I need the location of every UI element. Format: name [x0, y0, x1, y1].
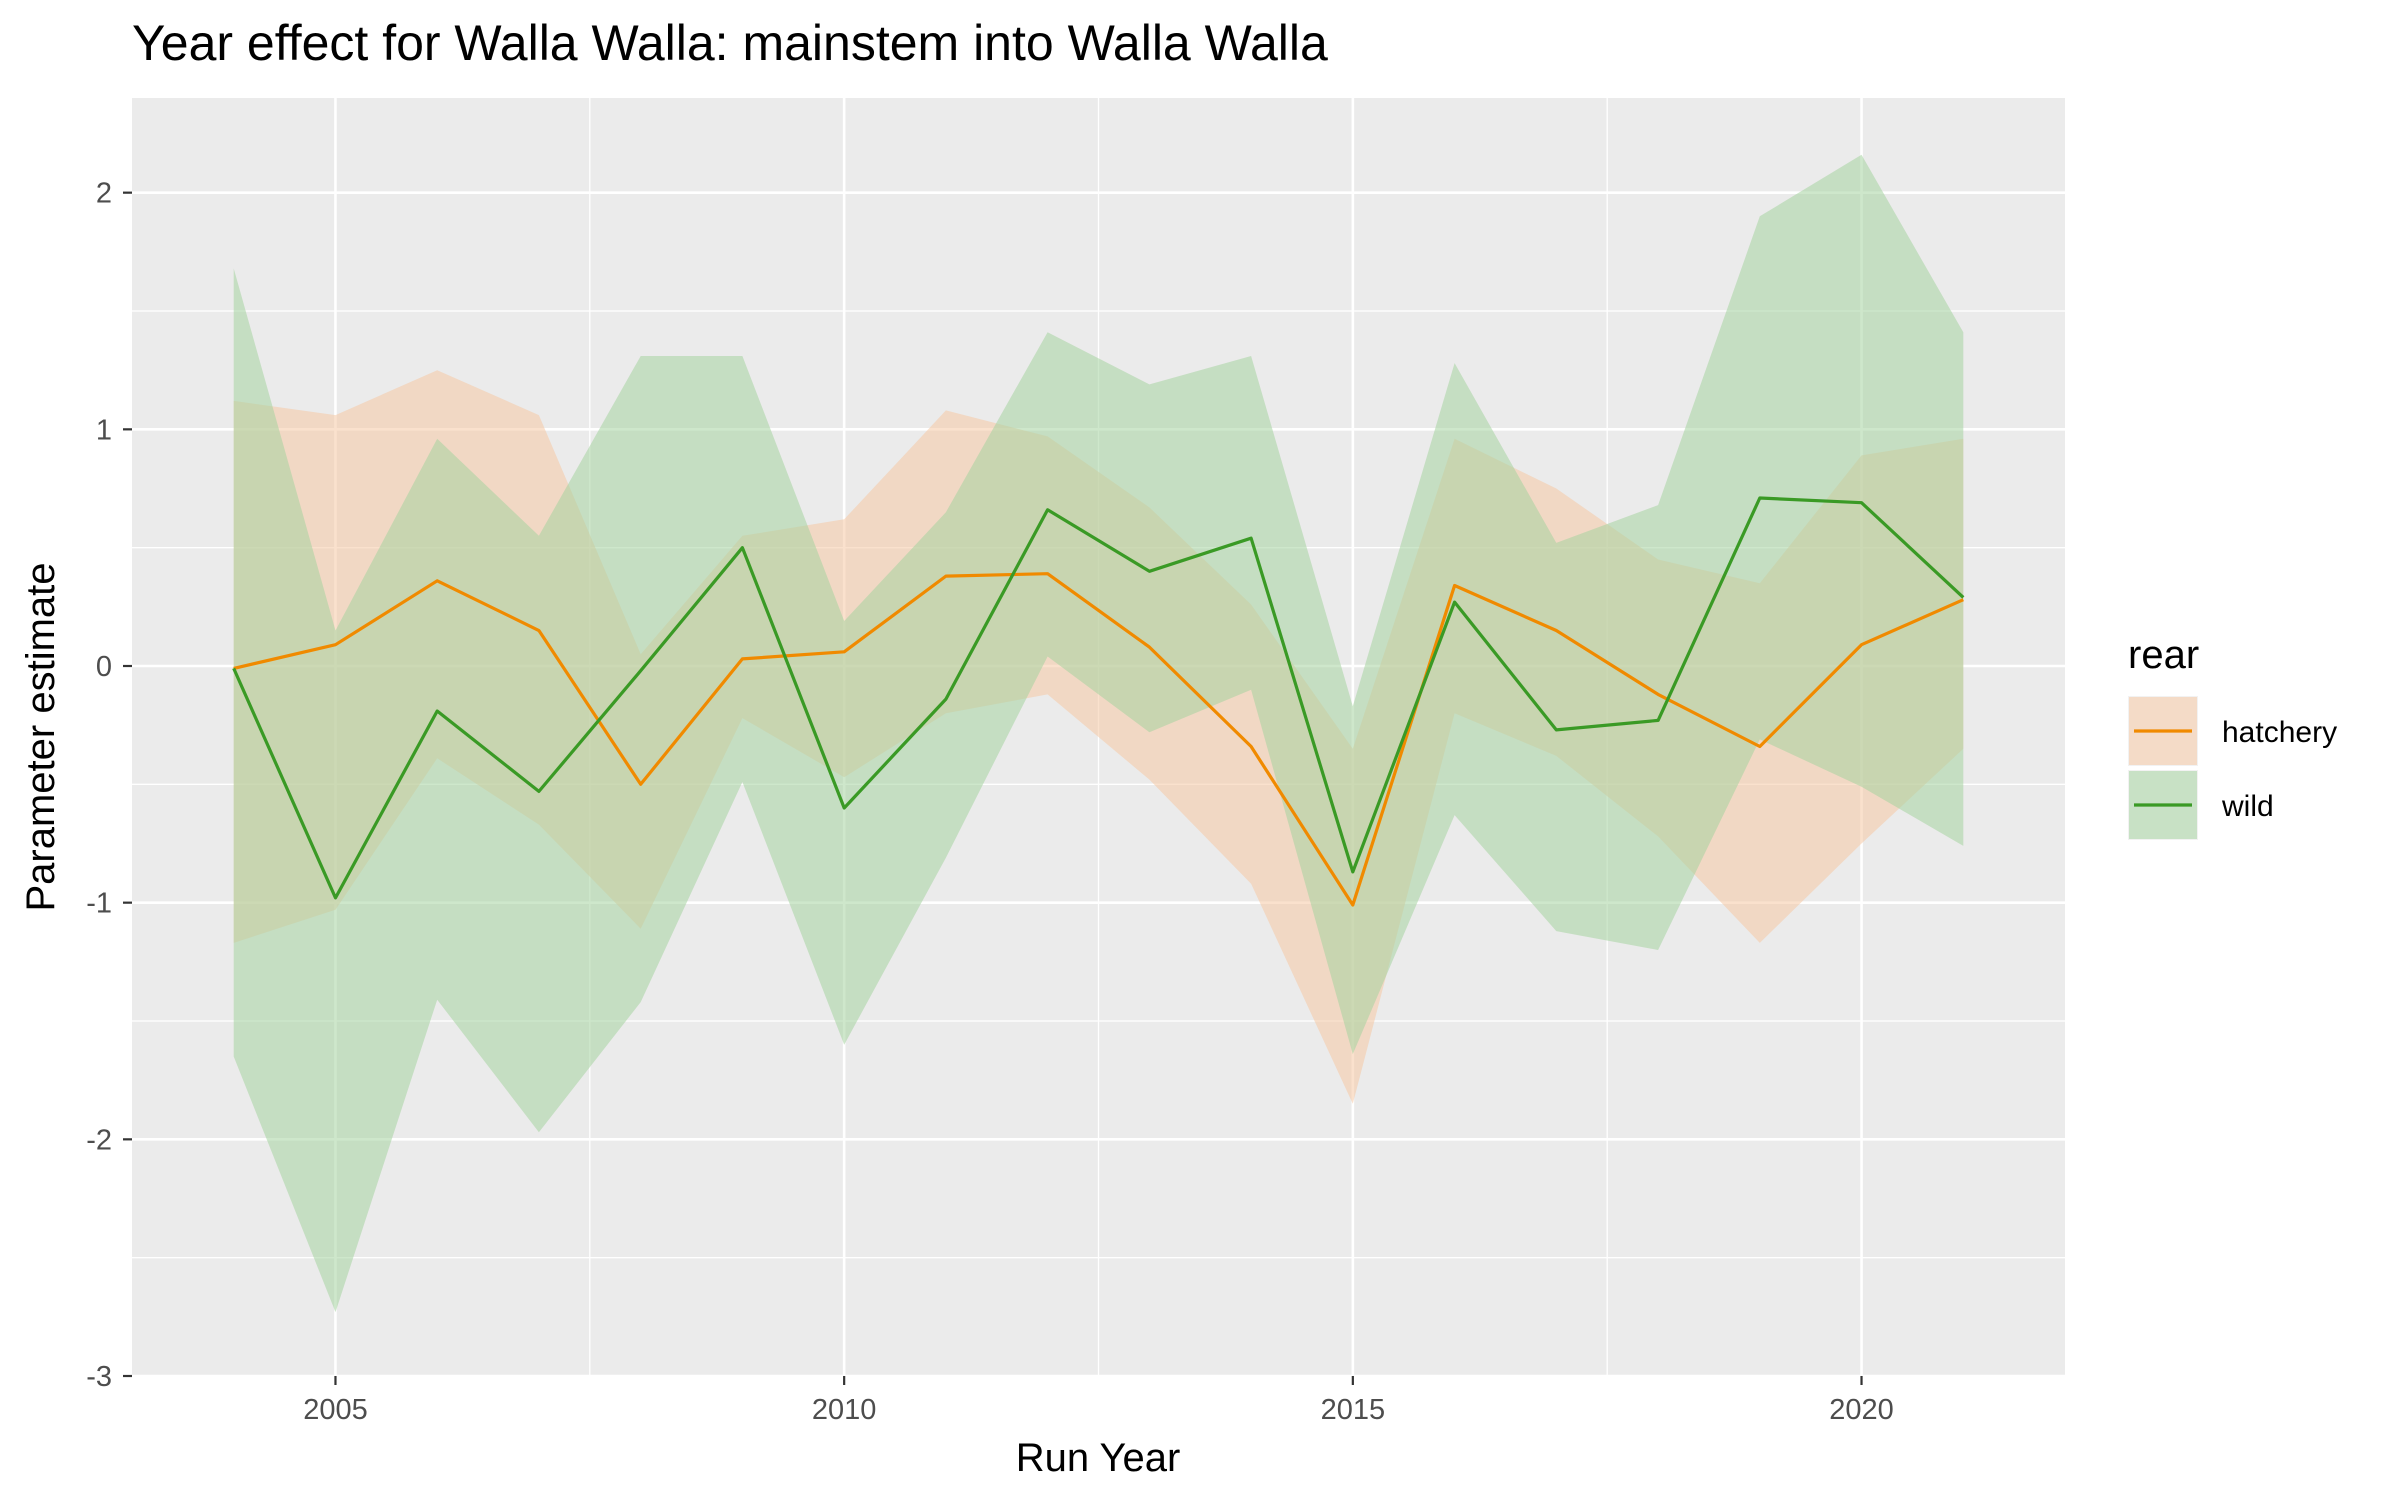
y-tick-label: 2: [96, 178, 112, 210]
x-axis: 2005 2010 2015 2020: [303, 1376, 1894, 1426]
y-axis-title: Parameter estimate: [19, 562, 63, 911]
y-axis: -3 -2 -1 0 1 2: [86, 178, 132, 1393]
legend-label-wild: wild: [2221, 790, 2274, 823]
y-tick-label: -3: [86, 1361, 112, 1393]
x-tick-label: 2005: [303, 1394, 368, 1426]
series-lines: [232, 496, 1965, 907]
y-tick-label: -1: [86, 888, 112, 920]
ribbon-wild: [233, 154, 1964, 1313]
x-tick-label: 2010: [812, 1394, 877, 1426]
line-wild: [232, 496, 1965, 900]
y-tick-label: 1: [96, 414, 112, 446]
legend: rear hatchery wild: [2128, 633, 2337, 840]
chart-title: Year effect for Walla Walla: mainstem in…: [132, 15, 1328, 71]
line-hatchery: [233, 572, 1964, 907]
x-tick-label: 2015: [1321, 1394, 1386, 1426]
x-axis-title: Run Year: [1016, 1436, 1181, 1480]
legend-label-hatchery: hatchery: [2222, 716, 2337, 749]
confidence-ribbons: [233, 154, 1964, 1313]
x-tick-label: 2020: [1829, 1394, 1894, 1426]
legend-title: rear: [2128, 633, 2199, 677]
y-tick-label: 0: [96, 651, 112, 683]
legend-items: hatchery wild: [2128, 696, 2337, 840]
y-tick-label: -2: [86, 1124, 112, 1156]
